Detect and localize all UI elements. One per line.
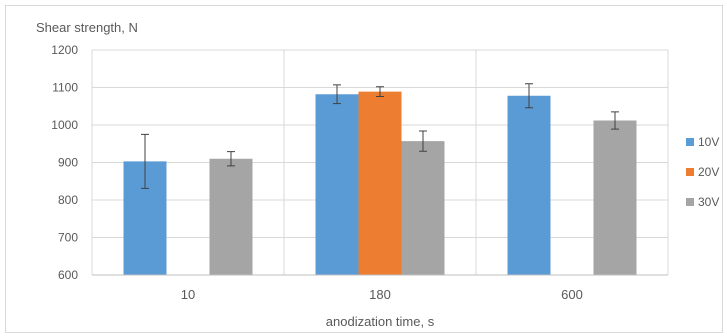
legend-swatch-30V	[686, 198, 694, 206]
y-tick-label: 700	[58, 231, 78, 245]
bar-10V-180	[315, 94, 359, 275]
error-bar-layer	[141, 83, 619, 189]
legend: 10V 20V 30V	[686, 135, 719, 209]
legend-label-30V: 30V	[698, 195, 719, 209]
y-tick-label: 800	[58, 193, 78, 207]
legend-label-10V: 10V	[698, 135, 719, 149]
bar-layer	[123, 91, 637, 275]
legend-swatch-20V	[686, 168, 694, 176]
bar-30V-180	[401, 141, 445, 275]
y-axis-title: Shear strength, N	[36, 20, 138, 35]
x-tick-label: 600	[561, 287, 583, 302]
x-tick-label: 10	[181, 287, 195, 302]
x-axis-title: anodization time, s	[326, 314, 435, 329]
bar-20V-180	[358, 91, 402, 275]
bar-30V-10	[209, 158, 253, 275]
y-tick-label: 900	[58, 156, 78, 170]
y-tick-label: 1000	[51, 118, 78, 132]
y-tick-label: 600	[58, 268, 78, 282]
bar-30V-600	[593, 120, 637, 275]
axis-layer: 600 700 800 900 1000 1100 1200 10 180 600	[51, 43, 668, 302]
y-tick-label: 1100	[52, 81, 78, 95]
legend-swatch-10V	[686, 138, 694, 146]
bar-10V-600	[507, 95, 551, 275]
legend-label-20V: 20V	[698, 165, 719, 179]
x-tick-label: 180	[369, 287, 391, 302]
y-tick-label: 1200	[51, 43, 78, 57]
